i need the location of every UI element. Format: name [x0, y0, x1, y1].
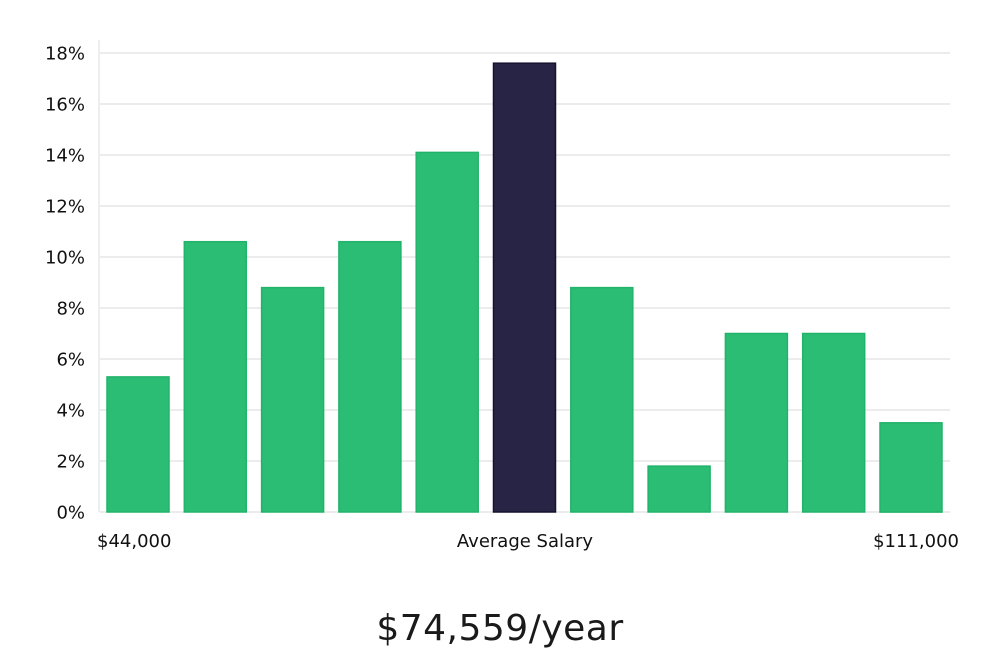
- y-tick-label: 12%: [45, 197, 85, 218]
- bar: [879, 422, 943, 513]
- bar: [570, 286, 634, 513]
- salary-distribution-chart: 0% 2% 4% 6% 8% 10% 12% 14% 16% 18% $44,000 Averag…: [45, 40, 959, 552]
- x-label-average: Average Salary: [457, 531, 594, 552]
- bar: [183, 240, 248, 513]
- bar: [647, 465, 711, 513]
- y-tick-label: 16%: [45, 95, 85, 116]
- y-tick-label: 18%: [45, 44, 85, 65]
- average-salary-value: $74,559/year: [376, 608, 624, 649]
- bar: [106, 376, 170, 513]
- y-axis-ticks: 0% 2% 4% 6% 8% 10% 12% 14% 16% 18%: [45, 44, 85, 524]
- y-tick-label: 2%: [56, 452, 85, 473]
- bar: [801, 332, 866, 513]
- y-tick-label: 6%: [56, 350, 85, 371]
- y-tick-label: 0%: [56, 503, 85, 524]
- bar: [338, 240, 402, 513]
- bar: [415, 151, 479, 513]
- bar: [260, 286, 325, 513]
- x-label-max: $111,000: [873, 531, 959, 552]
- y-tick-label: 14%: [45, 146, 85, 167]
- y-tick-label: 10%: [45, 248, 85, 269]
- y-tick-label: 4%: [56, 401, 85, 422]
- bar: [724, 332, 789, 513]
- bars: [106, 62, 943, 513]
- x-label-min: $44,000: [97, 531, 171, 552]
- bar-average-salary: [492, 62, 557, 513]
- y-tick-label: 8%: [56, 299, 85, 320]
